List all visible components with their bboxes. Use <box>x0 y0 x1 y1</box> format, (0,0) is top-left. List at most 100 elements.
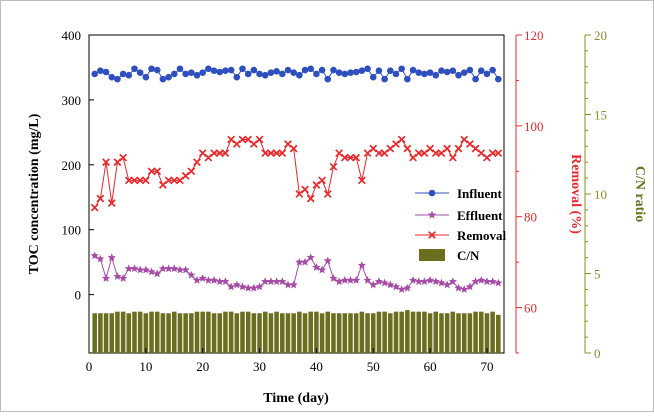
influent-point <box>460 69 468 76</box>
influent-point <box>188 69 195 76</box>
cn-bar <box>291 313 296 353</box>
effluent-point <box>136 265 145 274</box>
influent-point <box>108 73 116 81</box>
x-tick-label: 70 <box>480 359 493 374</box>
cn-bar <box>461 313 467 353</box>
cn-bar <box>382 311 387 353</box>
legend-cn-swatch <box>419 249 445 261</box>
influent-point <box>182 70 189 78</box>
cn-bar <box>478 311 484 353</box>
cn-tick-label: 20 <box>594 28 607 43</box>
removal-point <box>340 153 349 162</box>
cn-bar <box>336 313 342 353</box>
influent-point <box>415 69 423 76</box>
influent-point <box>358 67 366 74</box>
cn-bar <box>126 313 132 353</box>
effluent-point <box>414 277 423 286</box>
effluent-point <box>289 280 298 289</box>
effluent-point <box>403 283 412 292</box>
removal-point <box>136 176 145 185</box>
effluent-point <box>255 282 264 291</box>
effluent-point <box>153 269 162 278</box>
cn-bar <box>183 313 188 353</box>
effluent-point <box>249 283 258 292</box>
x-tick-label: 20 <box>196 359 209 374</box>
cn-bar <box>410 311 416 353</box>
cn-bar <box>98 313 103 353</box>
influent-point <box>284 66 292 74</box>
cn-bar <box>257 313 262 353</box>
cn-bar <box>115 311 120 353</box>
influent-point <box>119 70 127 78</box>
effluent-point <box>158 264 167 273</box>
removal-point <box>346 153 355 162</box>
effluent-point <box>408 276 418 284</box>
influent-point <box>273 68 280 75</box>
cn-bars-group <box>92 310 501 353</box>
effluent-point <box>335 277 344 286</box>
cn-bar <box>154 311 160 353</box>
cn-bar <box>285 313 291 353</box>
cn-bar <box>211 313 217 353</box>
removal-point <box>488 149 497 158</box>
influent-point <box>114 75 121 83</box>
effluent-point <box>346 276 355 284</box>
removal-point <box>153 167 162 176</box>
cn-bar <box>365 313 370 353</box>
effluent-point <box>238 282 247 291</box>
influent-point <box>330 66 337 74</box>
cn-bar <box>473 311 478 353</box>
influent-point <box>290 69 297 76</box>
effluent-point <box>164 264 173 273</box>
effluent-point <box>90 251 99 260</box>
cn-bar <box>166 313 171 353</box>
influent-point <box>256 70 263 78</box>
effluent-point <box>374 277 384 286</box>
removal-point <box>431 149 440 158</box>
effluent-point <box>130 264 139 273</box>
y-left-tick-label: 100 <box>62 223 82 238</box>
cn-tick-label: 5 <box>594 267 601 282</box>
effluent-point <box>482 277 492 286</box>
legend-influent-marker <box>428 189 436 197</box>
removal-point <box>289 144 298 153</box>
effluent-point <box>426 276 435 284</box>
cn-bar <box>120 311 126 353</box>
influent-point <box>455 71 462 79</box>
effluent-point <box>283 280 293 289</box>
axes-group: 0 10 20 30 40 50 60 70 0 100 200 300 400 60 80 100 120 0 5… <box>62 28 608 374</box>
influent-point <box>398 65 405 73</box>
removal-point <box>329 162 338 171</box>
cn-bar <box>189 313 194 353</box>
effluent-point <box>477 276 486 284</box>
removal-tick-label: 120 <box>524 28 544 43</box>
effluent-point <box>306 253 315 262</box>
influent-point <box>170 70 178 78</box>
removal-tick-label: 100 <box>524 119 544 134</box>
removal-point <box>306 194 315 203</box>
cn-bar <box>444 313 450 353</box>
removal-point <box>210 149 218 158</box>
cn-bar <box>422 311 427 353</box>
x-tick-label: 10 <box>139 359 152 374</box>
cn-bar <box>240 311 245 353</box>
influent-point <box>233 73 241 81</box>
influent-point <box>387 67 394 74</box>
legend-label: Influent <box>457 186 502 201</box>
influent-point <box>307 65 315 73</box>
influent-point <box>483 70 491 78</box>
influent-point <box>375 67 383 74</box>
y-axis-label-left: TOC concentration (mg/L) <box>27 113 42 274</box>
influent-point <box>449 67 457 74</box>
cn-bar <box>399 311 404 353</box>
effluent-point <box>443 280 452 289</box>
effluent-point <box>181 265 190 274</box>
y-left-tick-label: 200 <box>62 158 82 173</box>
influent-point <box>222 67 229 74</box>
removal-point <box>164 176 173 185</box>
removal-point <box>375 149 383 158</box>
influent-point <box>301 66 309 74</box>
influent-point <box>250 66 258 74</box>
influent-point <box>341 70 349 78</box>
influent-point <box>239 65 246 73</box>
